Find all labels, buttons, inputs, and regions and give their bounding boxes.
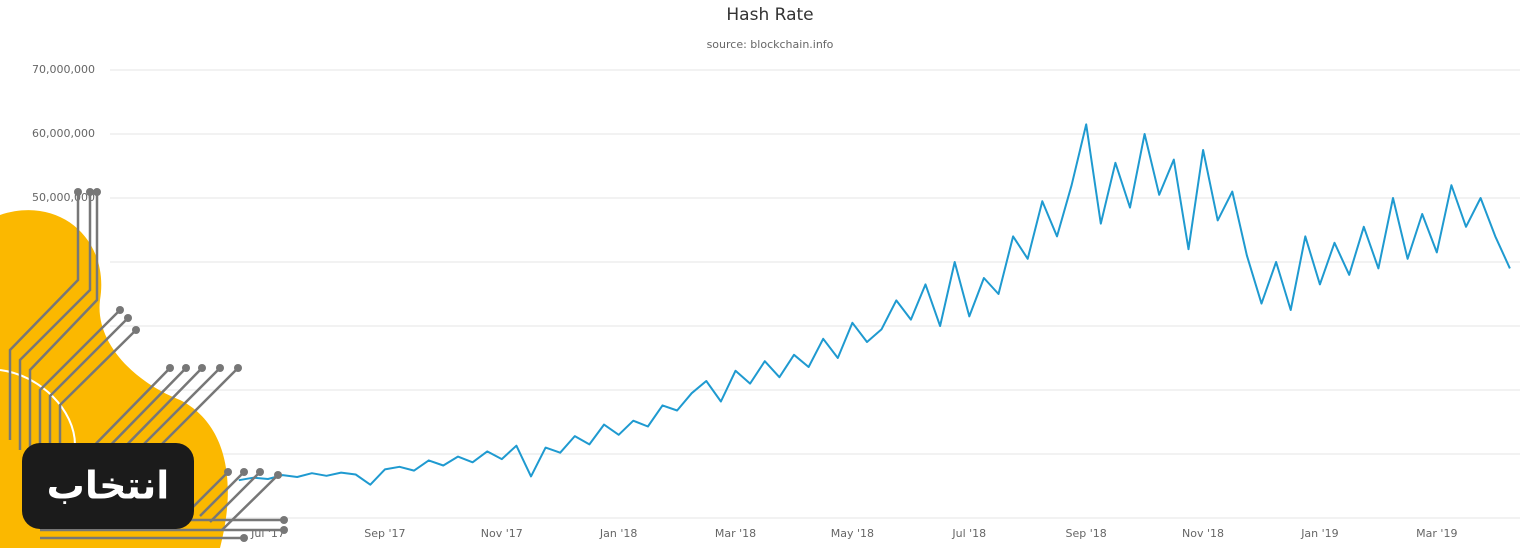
line [238, 123, 1511, 486]
x-tick-label: Sep '17 [364, 527, 405, 540]
x-tick-label: Sep '18 [1066, 527, 1107, 540]
logo-box [22, 443, 194, 529]
plot-area: 010,000,00020,000,00030,000,00040,000,00… [32, 63, 1520, 540]
x-tick-label: May '18 [831, 527, 874, 540]
chart-subtitle: source: blockchain.info [707, 38, 834, 51]
x-tick-label: Nov '17 [481, 527, 523, 540]
logo-text: انتخاب [47, 464, 170, 508]
x-tick-label: Mar '18 [715, 527, 756, 540]
x-tick-label: Mar '19 [1416, 527, 1457, 540]
y-tick-label: 70,000,000 [32, 63, 95, 76]
x-tick-label: Jan '18 [599, 527, 637, 540]
x-tick-label: Jul '18 [951, 527, 986, 540]
y-tick-label: 60,000,000 [32, 127, 95, 140]
chart-title: Hash Rate [726, 5, 813, 25]
logo-curve [0, 369, 76, 446]
x-tick-label: Nov '18 [1182, 527, 1224, 540]
circuit-dots [74, 188, 288, 542]
logo: انتخاب [0, 188, 288, 548]
y-tick-label: 50,000,000 [32, 191, 95, 204]
x-tick-label: Jan '19 [1300, 527, 1338, 540]
